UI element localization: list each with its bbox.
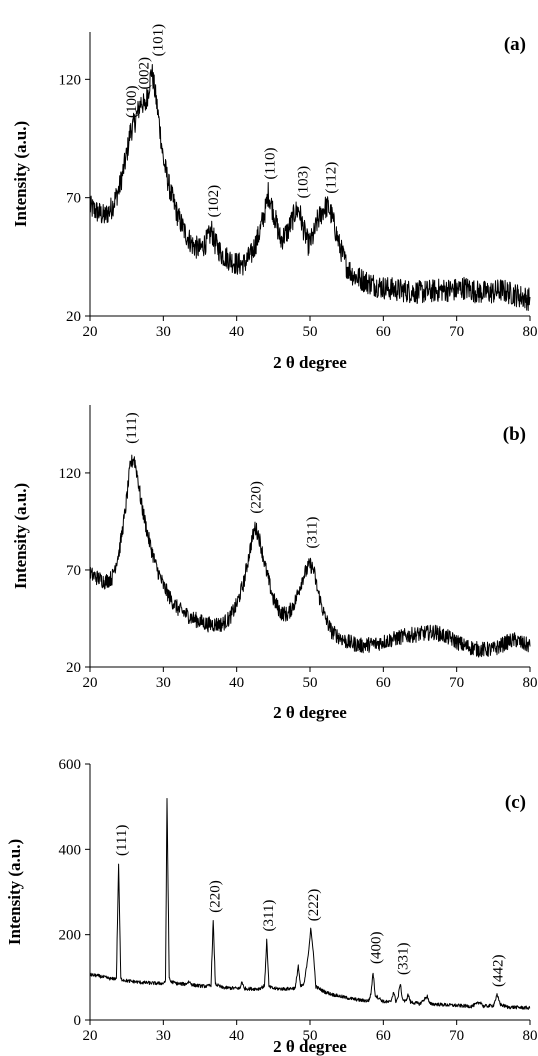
peak-annotation: (220) <box>249 481 265 514</box>
x-axis-label: 2 θ degree <box>273 703 347 722</box>
y-axis-label: Intensity (a.u.) <box>11 121 30 227</box>
x-tick-label: 70 <box>449 1028 464 1044</box>
y-tick-label: 400 <box>59 842 82 858</box>
x-tick-label: 70 <box>449 324 464 340</box>
y-tick-label: 200 <box>59 928 82 944</box>
xrd-pattern-line <box>89 798 531 1010</box>
peak-annotation: (100) <box>124 85 140 118</box>
y-tick-label: 20 <box>66 309 81 325</box>
x-tick-label: 30 <box>156 324 171 340</box>
y-tick-label: 0 <box>74 1013 82 1029</box>
y-tick-label: 70 <box>66 563 81 579</box>
x-tick-label: 20 <box>83 1028 98 1044</box>
peak-annotation: (111) <box>124 412 140 443</box>
x-axis-label: 2 θ degree <box>273 353 347 372</box>
y-tick-label: 20 <box>66 660 81 676</box>
x-tick-label: 60 <box>376 324 391 340</box>
peak-annotation: (222) <box>306 889 322 922</box>
x-tick-label: 80 <box>523 675 538 691</box>
x-tick-label: 40 <box>229 1028 244 1044</box>
x-tick-label: 80 <box>523 324 538 340</box>
peak-annotation: (111) <box>114 825 130 856</box>
peak-annotation: (442) <box>491 954 507 987</box>
x-tick-label: 70 <box>449 675 464 691</box>
xrd-pattern-line <box>89 454 531 658</box>
chart-panel-b: 20 30 40 50 60 70 80 20 70 120 2 θ degree Intensity… <box>11 405 538 722</box>
peak-annotation: (112) <box>324 162 340 194</box>
y-axis-label: Intensity (a.u.) <box>5 839 24 945</box>
x-tick-label: 40 <box>229 675 244 691</box>
x-tick-label: 50 <box>303 675 318 691</box>
y-tick-label: 70 <box>66 191 81 207</box>
x-tick-label: 30 <box>156 675 171 691</box>
peak-annotation: (220) <box>208 880 224 913</box>
x-tick-label: 50 <box>303 324 318 340</box>
y-tick-label: 120 <box>59 466 82 482</box>
y-tick-label: 600 <box>59 757 82 773</box>
peak-annotation: (311) <box>304 517 320 549</box>
peak-annotation: (331) <box>395 943 411 976</box>
peak-annotation: (311) <box>261 900 277 932</box>
peak-annotation: (110) <box>263 148 279 180</box>
x-tick-label: 50 <box>303 1028 318 1044</box>
y-tick-label: 120 <box>59 72 82 88</box>
panel-label: (b) <box>503 424 526 445</box>
peak-annotation: (101) <box>150 24 166 57</box>
peak-annotation: (002) <box>137 57 153 90</box>
x-tick-label: 20 <box>83 324 98 340</box>
y-axis-label: Intensity (a.u.) <box>11 483 30 589</box>
x-tick-label: 60 <box>376 675 391 691</box>
chart-panel-a: 20 30 40 50 60 70 80 20 70 120 2 θ degree Intensity… <box>11 24 538 372</box>
x-axis-label: 2 θ degree <box>273 1037 347 1056</box>
peak-annotation: (103) <box>296 166 312 199</box>
panel-label: (c) <box>505 792 526 813</box>
x-tick-label: 20 <box>83 675 98 691</box>
xrd-pattern-line <box>89 64 531 311</box>
x-tick-label: 40 <box>229 324 244 340</box>
chart-panel-c: 20 30 40 50 60 70 80 0 200 400 600 2 θ degree Intens… <box>5 757 538 1056</box>
x-tick-label: 80 <box>523 1028 538 1044</box>
panel-label: (a) <box>504 34 526 55</box>
peak-annotation: (102) <box>206 185 222 218</box>
x-tick-label: 60 <box>376 1028 391 1044</box>
x-tick-label: 30 <box>156 1028 171 1044</box>
peak-annotation: (400) <box>368 931 384 964</box>
